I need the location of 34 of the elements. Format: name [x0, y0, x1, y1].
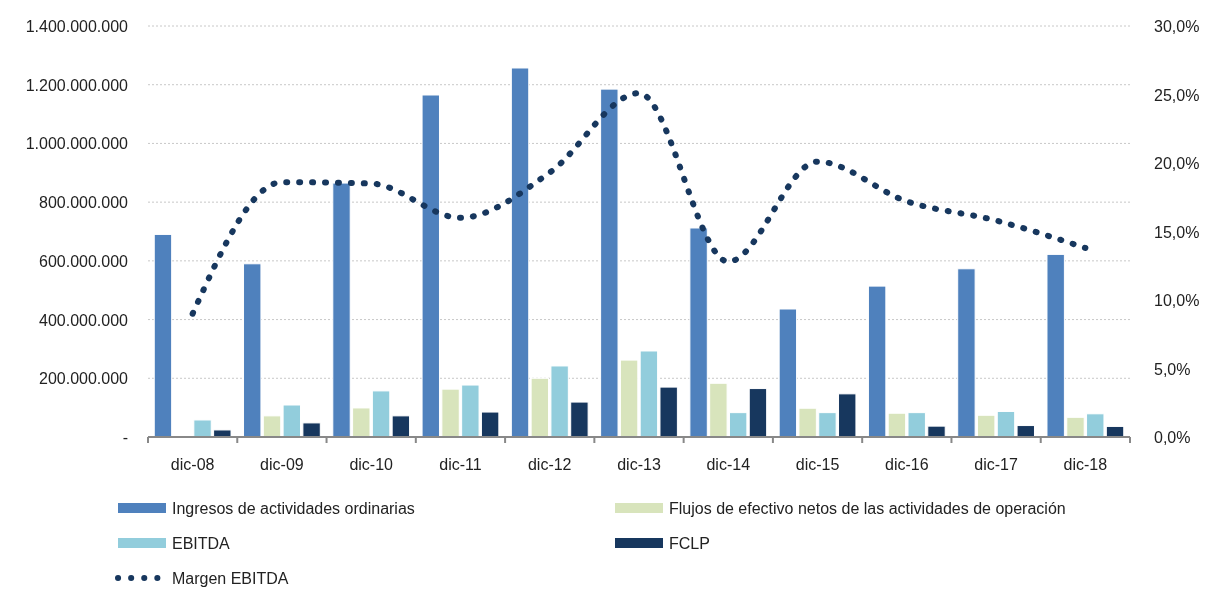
x-tick-label: dic-09: [260, 456, 304, 473]
x-tick-label: dic-16: [885, 456, 929, 473]
y-tick-label: 600.000.000: [39, 252, 129, 270]
y-tick-label: 800.000.000: [39, 194, 129, 212]
y2-tick-label: 25,0%: [1154, 86, 1200, 104]
x-tick-label: dic-12: [527, 456, 572, 473]
y2-tick-label: 30,0%: [1154, 18, 1200, 35]
y-tick-label: 400.000.000: [39, 311, 129, 329]
y2-tick-label: 5,0%: [1154, 360, 1191, 378]
y-tick-label: 1.400.000.000: [25, 18, 129, 35]
bar: [153, 233, 173, 438]
y2-tick-label: 15,0%: [1154, 223, 1200, 241]
x-tick-label: dic-18: [1063, 456, 1108, 473]
legend-label: FCLP: [669, 535, 710, 552]
y-tick-label: 200.000.000: [39, 370, 129, 388]
y2-tick-label: 0,0%: [1154, 429, 1191, 446]
y-tick-label: 1.200.000.000: [25, 76, 129, 94]
legend-label: Flujos de efectivo netos de las actividades de operación: [669, 500, 1066, 517]
legend-label: EBITDA: [172, 535, 231, 552]
legend-label: Margen EBITDA: [172, 570, 289, 587]
x-tick-label: dic-08: [170, 456, 215, 473]
y2-tick-label: 20,0%: [1154, 155, 1200, 172]
x-tick-label: dic-17: [974, 456, 1018, 473]
x-tick-label: dic-11: [439, 456, 482, 473]
legend-label: Ingresos de actividades ordinarias: [172, 500, 415, 517]
y-tick-label: 1.000.000.000: [25, 135, 129, 153]
y2-tick-label: 10,0%: [1154, 292, 1200, 309]
bar: [867, 285, 887, 438]
bar: [391, 415, 411, 438]
x-tick-label: dic-13: [617, 456, 661, 473]
y-tick-label: -: [122, 429, 128, 446]
x-tick-label: dic-15: [795, 456, 840, 473]
x-tick-label: dic-10: [349, 456, 394, 473]
x-tick-label: dic-14: [706, 456, 751, 473]
